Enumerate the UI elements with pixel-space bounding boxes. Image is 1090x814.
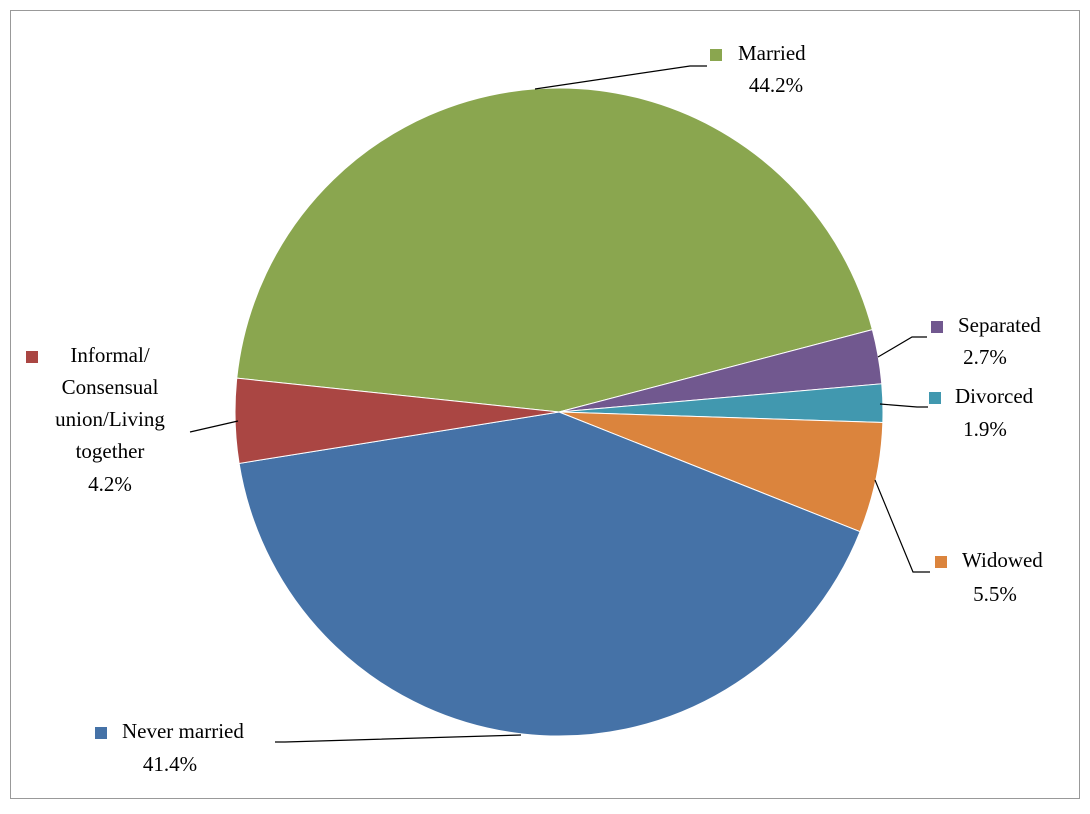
leader-line bbox=[275, 734, 522, 743]
slice-value-label: 5.5% bbox=[973, 582, 1017, 606]
leader-line bbox=[879, 403, 928, 408]
slice-label: Married bbox=[738, 41, 806, 65]
slice-label: Widowed bbox=[962, 548, 1043, 572]
slice-label: Separated bbox=[958, 313, 1041, 337]
slice-value-label: 2.7% bbox=[963, 345, 1007, 369]
slice-label: Divorced bbox=[955, 384, 1034, 408]
pie-slice bbox=[236, 87, 873, 413]
slice-value-label: 41.4% bbox=[143, 752, 197, 776]
legend-key bbox=[26, 351, 38, 363]
pie-slice bbox=[234, 377, 560, 465]
leader-line bbox=[877, 336, 927, 358]
leader-line bbox=[534, 65, 707, 90]
pie-slice bbox=[238, 411, 861, 737]
leader-line bbox=[874, 479, 930, 573]
slice-label: Informal/Consensual union/Living together bbox=[55, 343, 165, 463]
legend-key bbox=[95, 727, 107, 739]
legend-key bbox=[929, 392, 941, 404]
slice-value-label: 1.9% bbox=[963, 417, 1007, 441]
slice-label: Never married bbox=[122, 719, 244, 743]
leader-line bbox=[189, 420, 239, 433]
slice-value-label: 4.2% bbox=[88, 472, 132, 496]
slice-value-label: 44.2% bbox=[749, 73, 803, 97]
legend-key bbox=[935, 556, 947, 568]
legend-key bbox=[931, 321, 943, 333]
legend-key bbox=[710, 49, 722, 61]
